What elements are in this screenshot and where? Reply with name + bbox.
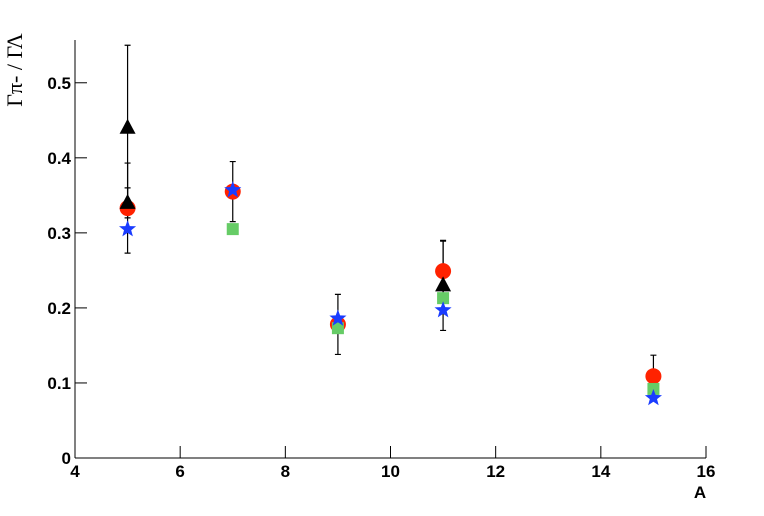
point	[119, 118, 136, 134]
x-tick-label: 14	[591, 462, 610, 481]
y-axis-label: Γπ- / ΓΛ	[2, 33, 27, 107]
point	[437, 292, 450, 305]
point	[647, 382, 660, 395]
x-tick-label: 16	[697, 462, 716, 481]
point	[226, 223, 239, 236]
point	[435, 276, 452, 292]
point	[645, 368, 662, 385]
point	[331, 322, 344, 335]
y-tick-label: 0.5	[47, 74, 71, 93]
point	[119, 220, 137, 237]
point	[119, 193, 136, 209]
point	[329, 309, 347, 326]
y-tick-label: 0.2	[47, 299, 71, 318]
y-tick-label: 0.1	[47, 374, 71, 393]
point	[644, 389, 662, 406]
x-tick-label: 4	[70, 462, 80, 481]
point	[435, 263, 452, 280]
y-tick-label: 0	[62, 449, 71, 468]
point	[434, 301, 452, 318]
x-tick-label: 10	[381, 462, 400, 481]
y-tick-label: 0.3	[47, 224, 71, 243]
x-axis-label: A	[694, 483, 706, 502]
y-tick-label: 0.4	[47, 149, 71, 168]
point	[224, 181, 242, 198]
x-tick-label: 8	[281, 462, 290, 481]
x-tick-label: 6	[175, 462, 184, 481]
x-tick-label: 12	[486, 462, 505, 481]
